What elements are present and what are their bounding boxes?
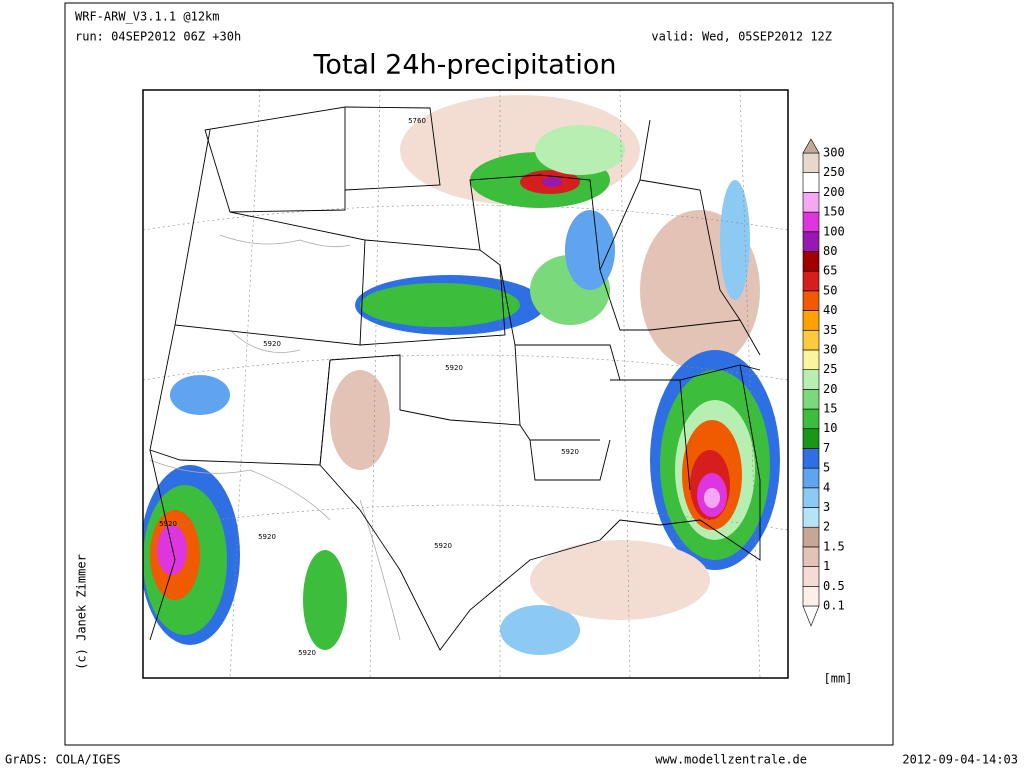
colorbar-bin <box>802 487 820 508</box>
colorbar-label: 20 <box>823 382 837 396</box>
colorbar-bin <box>802 546 820 567</box>
colorbar-bin <box>802 270 820 292</box>
colorbar-label: 30 <box>823 342 837 356</box>
footer-center: www.modellzentrale.de <box>655 753 807 767</box>
state-borders <box>149 106 761 651</box>
colorbar-bin <box>802 290 820 311</box>
colorbar-bin <box>802 389 820 410</box>
contour-label: 5920 <box>434 542 452 550</box>
colorbar-bin <box>802 329 820 351</box>
contour-label: 5920 <box>258 533 276 541</box>
map: 5760 5920 5920 5920 5920 5920 5920 5920 <box>143 90 788 678</box>
colorbar-bin <box>802 172 820 193</box>
footer-left: GrADS: COLA/IGES <box>5 753 121 767</box>
colorbar-bin <box>802 448 820 469</box>
colorbar-bin <box>802 152 820 173</box>
colorbar-label: 10 <box>823 421 837 435</box>
credit: (c) Janek Zimmer <box>75 554 89 670</box>
contour-labels: 5760 5920 5920 5920 5920 5920 5920 5920 <box>159 117 579 657</box>
map-border <box>142 89 789 679</box>
colorbar-label: 150 <box>823 205 845 219</box>
colorbar-bin <box>802 507 820 528</box>
valid-label: valid: Wed, 05SEP2012 12Z <box>651 30 832 44</box>
contour-label: 5920 <box>561 448 579 456</box>
colorbar-bin <box>802 526 820 548</box>
contour-label: 5920 <box>263 340 281 348</box>
colorbar-bin <box>802 251 820 272</box>
colorbar-label: 1 <box>823 559 830 573</box>
colorbar-bin <box>802 349 820 370</box>
colorbar-bin <box>802 586 820 607</box>
colorbar-bin <box>802 428 820 449</box>
colorbar-label: 250 <box>823 165 845 179</box>
colorbar-label: 80 <box>823 244 837 258</box>
colorbar-label: 5 <box>823 461 830 475</box>
run-label: run: 04SEP2012 06Z +30h <box>75 30 241 44</box>
colorbar-bin <box>802 566 820 587</box>
colorbar-bin <box>802 310 820 331</box>
colorbar: 0.1 0.5 1 1.5 2 3 4 5 7 10 15 20 25 30 35 40 50 65 80 100 15… <box>802 138 845 627</box>
colorbar-bin <box>802 408 820 430</box>
colorbar-label: 100 <box>823 224 845 238</box>
colorbar-label: 50 <box>823 283 837 297</box>
colorbar-high <box>802 138 820 154</box>
colorbar-label: 3 <box>823 500 830 514</box>
contour-label: 5760 <box>408 117 426 125</box>
colorbar-label: 40 <box>823 303 837 317</box>
colorbar-label: 200 <box>823 185 845 199</box>
colorbar-bin <box>802 192 820 213</box>
map-title: Total 24h-precipitation <box>313 50 617 81</box>
colorbar-bin <box>802 467 820 489</box>
unit-label: [mm] <box>824 672 853 686</box>
colorbar-label: 4 <box>823 480 830 494</box>
colorbar-bin <box>802 369 820 390</box>
colorbar-label: 7 <box>823 441 830 455</box>
colorbar-label: 300 <box>823 146 845 160</box>
colorbar-label: 0.5 <box>823 579 845 593</box>
colorbar-label: 1.5 <box>823 539 845 553</box>
model-label: WRF-ARW_V3.1.1 @12km <box>75 10 220 24</box>
contour-label: 5920 <box>159 520 177 528</box>
colorbar-label: 2 <box>823 520 830 534</box>
colorbar-label: 35 <box>823 323 837 337</box>
colorbar-bin <box>802 211 820 233</box>
contour-label: 5920 <box>298 649 316 657</box>
colorbar-label: 65 <box>823 264 837 278</box>
colorbar-bin <box>802 231 820 252</box>
colorbar-label: 25 <box>823 362 837 376</box>
footer-right: 2012-09-04-14:03 <box>902 753 1018 767</box>
colorbar-label: 0.1 <box>823 599 845 613</box>
colorbar-label: 15 <box>823 402 837 416</box>
contour-label: 5920 <box>445 364 463 372</box>
